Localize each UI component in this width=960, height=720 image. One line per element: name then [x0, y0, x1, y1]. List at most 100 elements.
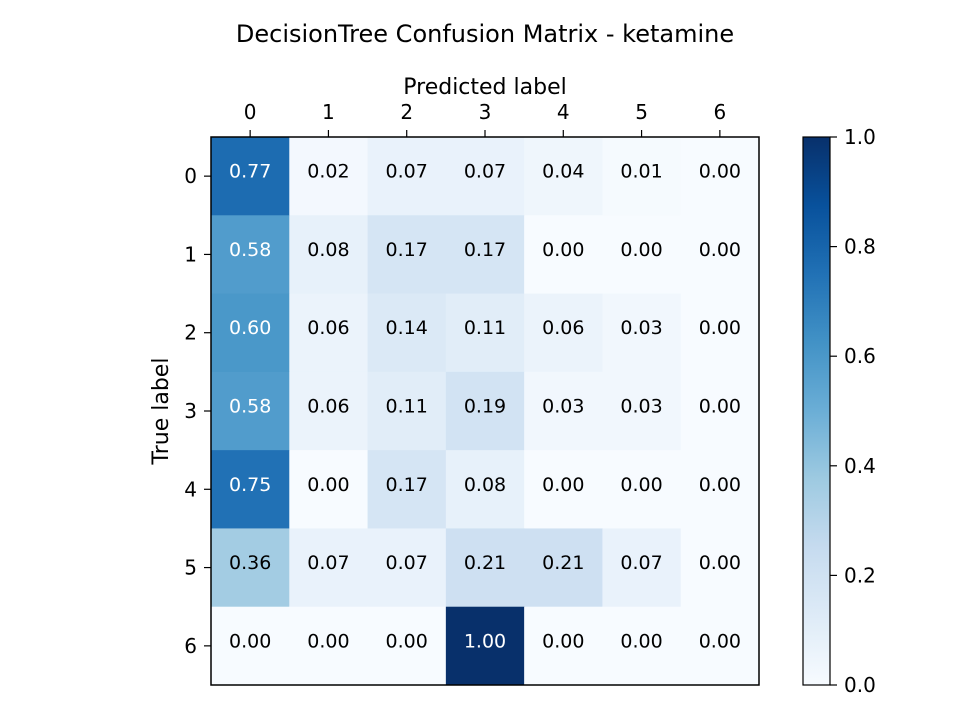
heatmap-cell — [602, 528, 682, 608]
heatmap-cell — [289, 293, 369, 373]
heatmap-cell — [524, 215, 603, 295]
cell-value-label: 0.17 — [386, 239, 428, 261]
heatmap-cell — [211, 371, 290, 451]
heatmap-cell — [445, 450, 525, 529]
cell-value-label: 0.06 — [542, 317, 584, 339]
cell-value-label: 0.11 — [386, 396, 428, 418]
x-tick-label: 0 — [244, 100, 257, 124]
heatmap-cell — [367, 528, 447, 608]
cell-value-label: 0.21 — [464, 552, 506, 574]
cell-value-label: 0.00 — [229, 630, 271, 652]
cell-value-label: 0.17 — [386, 474, 428, 496]
cell-value-label: 0.00 — [699, 474, 741, 496]
heatmap-cell — [524, 371, 603, 451]
heatmap-cell — [211, 606, 290, 686]
cell-value-label: 0.03 — [542, 396, 584, 418]
cell-value-label: 0.00 — [307, 474, 349, 496]
heatmap-cell — [211, 528, 290, 608]
x-tick-label: 1 — [322, 100, 335, 124]
heatmap-cell — [211, 137, 290, 216]
colorbar-tick-label: 0.0 — [844, 673, 876, 697]
cell-value-label: 0.08 — [464, 474, 506, 496]
heatmap-cell — [680, 450, 760, 529]
x-axis-ticks: 0 1 2 3 4 5 6 — [244, 100, 726, 137]
plot-frame — [210, 136, 760, 686]
heatmap-cell — [367, 215, 447, 295]
cell-value-label: 0.58 — [229, 396, 271, 418]
y-axis-ticks: 0 1 2 3 4 5 6 — [184, 164, 211, 658]
cell-value-label: 0.00 — [699, 630, 741, 652]
heatmap-cell — [680, 137, 760, 216]
y-tick-label: 6 — [184, 634, 197, 658]
cell-value-label: 0.60 — [229, 317, 271, 339]
cell-value-label: 0.00 — [699, 239, 741, 261]
cell-value-label: 0.00 — [699, 552, 741, 574]
heatmap-cell — [289, 371, 369, 451]
heatmap-cell — [602, 293, 682, 373]
heatmap-cell — [367, 606, 447, 686]
cell-value-label: 0.00 — [386, 630, 428, 652]
cell-value-label: 0.17 — [464, 239, 506, 261]
y-tick-label: 4 — [184, 477, 197, 501]
heatmap-cell — [289, 606, 369, 686]
x-axis-label: Predicted label — [403, 75, 566, 100]
chart-title: DecisionTree Confusion Matrix - ketamine — [236, 20, 734, 48]
cell-value-label: 0.00 — [542, 474, 584, 496]
heatmap-cell — [524, 606, 603, 686]
x-tick-label: 4 — [557, 100, 570, 124]
cell-value-label: 0.00 — [699, 396, 741, 418]
heatmap-cell — [211, 450, 290, 529]
heatmap-cell — [445, 528, 525, 608]
cell-value-label: 0.00 — [620, 474, 662, 496]
cell-value-label: 0.07 — [386, 161, 428, 183]
cell-value-label: 0.00 — [620, 239, 662, 261]
heatmap-cell — [445, 137, 525, 216]
cell-value-label: 0.03 — [620, 396, 662, 418]
cell-value-label: 0.77 — [229, 161, 271, 183]
cell-value-label: 0.07 — [386, 552, 428, 574]
heatmap-cell — [211, 215, 290, 295]
cell-value-label: 0.07 — [307, 552, 349, 574]
cell-value-label: 0.00 — [699, 161, 741, 183]
x-tick-label: 2 — [400, 100, 413, 124]
heatmap-cell — [524, 528, 603, 608]
y-tick-label: 5 — [184, 556, 197, 580]
heatmap-cell — [602, 606, 682, 686]
heatmap-cell — [680, 215, 760, 295]
heatmap-cell — [289, 450, 369, 529]
cell-value-label: 0.00 — [620, 630, 662, 652]
heatmap-cell — [289, 528, 369, 608]
y-tick-label: 2 — [184, 321, 197, 345]
y-tick-label: 0 — [184, 164, 197, 188]
heatmap-cell — [602, 450, 682, 529]
heatmap-cell — [680, 371, 760, 451]
heatmap-cell — [445, 293, 525, 373]
cell-value-label: 0.06 — [307, 317, 349, 339]
cell-value-label: 0.00 — [542, 239, 584, 261]
cell-value-label: 1.00 — [464, 630, 506, 652]
heatmap-cell — [680, 528, 760, 608]
cell-value-label: 0.06 — [307, 396, 349, 418]
cell-value-label: 0.01 — [620, 161, 662, 183]
cell-value-label: 0.21 — [542, 552, 584, 574]
heatmap-cell — [367, 293, 447, 373]
cell-value-label: 0.75 — [229, 474, 271, 496]
heatmap-cell — [680, 606, 760, 686]
cell-value-label: 0.04 — [542, 161, 584, 183]
heatmap-cell — [289, 137, 369, 216]
heatmap-cell — [289, 215, 369, 295]
heatmap-cell — [367, 450, 447, 529]
colorbar-ticks: 0.0 0.2 0.4 0.6 0.8 1.0 — [830, 125, 876, 697]
heatmap-cell — [211, 293, 290, 373]
heatmap-cell — [445, 371, 525, 451]
colorbar-tick-label: 1.0 — [844, 125, 876, 149]
heatmap-cell — [524, 137, 603, 216]
heatmap-cell — [602, 137, 682, 216]
cell-value-label: 0.58 — [229, 239, 271, 261]
heatmap-cell — [524, 450, 603, 529]
cell-value-label: 0.07 — [620, 552, 662, 574]
colorbar-tick-label: 0.8 — [844, 235, 876, 259]
y-axis-label: True label — [149, 358, 174, 466]
cell-value-label: 0.00 — [307, 630, 349, 652]
